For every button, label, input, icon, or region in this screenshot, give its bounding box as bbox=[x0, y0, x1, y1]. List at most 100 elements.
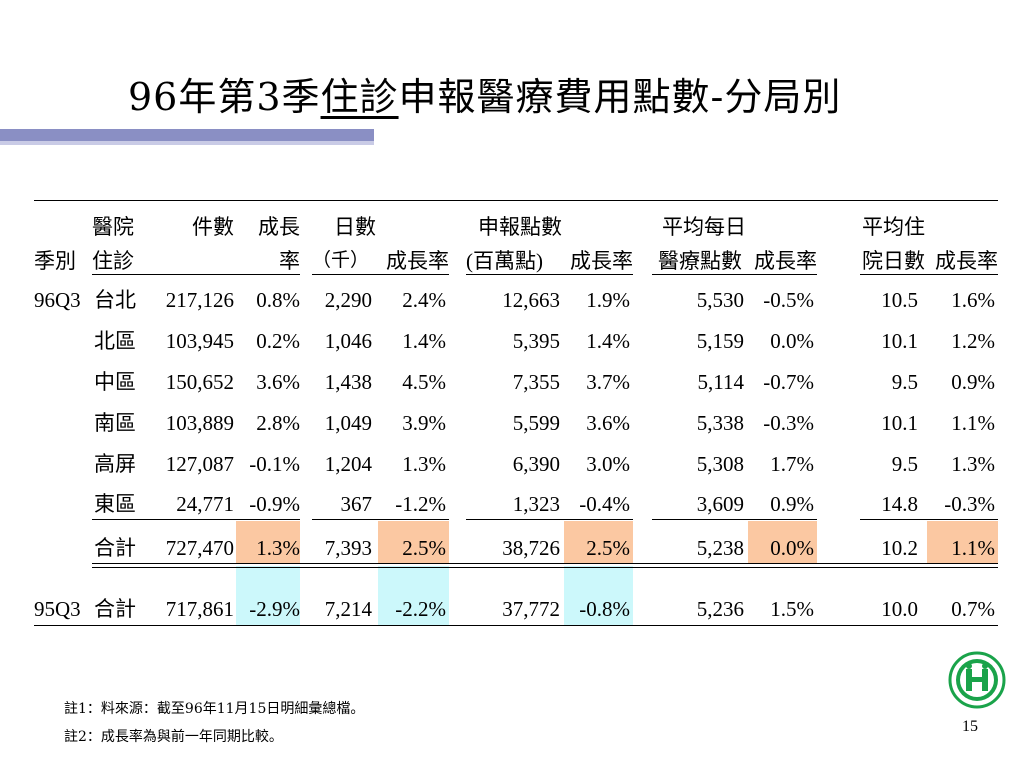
points-growth: 1.4% bbox=[586, 329, 630, 353]
points-value: 6,390 bbox=[512, 452, 560, 476]
stay-value: 10.5 bbox=[881, 288, 918, 312]
cases-value: 717,861 bbox=[165, 597, 234, 621]
title-underlined: 住診 bbox=[320, 75, 399, 119]
points-growth: 3.0% bbox=[586, 452, 630, 476]
avg-value: 5,338 bbox=[696, 411, 744, 435]
cases-growth: 1.3% bbox=[256, 536, 300, 560]
nhi-logo-icon bbox=[948, 651, 1006, 709]
avg-growth: 0.0% bbox=[770, 536, 814, 560]
title-prefix: 96年第3季 bbox=[128, 75, 321, 119]
avg-value: 5,159 bbox=[696, 329, 744, 353]
cases-growth: 0.8% bbox=[256, 288, 300, 312]
total-rule-cases bbox=[92, 519, 300, 520]
header-avg-stay-1: 平均住 bbox=[862, 215, 925, 239]
days-value: 1,438 bbox=[324, 370, 372, 394]
avg-value: 5,236 bbox=[696, 597, 744, 621]
points-growth: 2.5% bbox=[586, 536, 630, 560]
total-double-rule bbox=[92, 563, 998, 568]
cases-value: 103,945 bbox=[165, 329, 234, 353]
table-bottom-rule bbox=[34, 625, 998, 626]
avg-value: 5,530 bbox=[696, 288, 744, 312]
days-growth: 2.5% bbox=[402, 536, 446, 560]
note-2: 註2：成長率為與前一年同期比較。 bbox=[64, 729, 283, 745]
branch-name: 北區 bbox=[94, 329, 136, 353]
branch-name: 合計 bbox=[94, 536, 136, 560]
days-value: 1,204 bbox=[324, 452, 372, 476]
points-growth: -0.8% bbox=[579, 597, 630, 621]
stay-value: 10.2 bbox=[881, 536, 918, 560]
stay-value: 9.5 bbox=[891, 370, 918, 394]
points-growth: 3.7% bbox=[586, 370, 630, 394]
points-value: 12,663 bbox=[502, 288, 560, 312]
cases-value: 727,470 bbox=[165, 536, 234, 560]
stay-growth: 1.1% bbox=[951, 411, 995, 435]
header-avg-daily-growth: 成長率 bbox=[754, 249, 817, 273]
header-avg-daily-2: 醫療點數 bbox=[658, 249, 742, 273]
highlight-points-growth-95 bbox=[564, 566, 633, 625]
days-value: 2,290 bbox=[324, 288, 372, 312]
points-growth: -0.4% bbox=[579, 492, 630, 516]
points-value: 37,772 bbox=[502, 597, 560, 621]
header-hospital-1: 醫院 bbox=[92, 215, 134, 239]
avg-growth: 0.9% bbox=[770, 492, 814, 516]
header-avg-stay-2: 院日數 bbox=[862, 249, 925, 273]
total-rule-avg bbox=[652, 519, 817, 520]
header-underline-points bbox=[466, 274, 633, 275]
highlight-cases-growth-95 bbox=[236, 566, 300, 625]
days-value: 1,049 bbox=[324, 411, 372, 435]
highlight-points-growth-total bbox=[564, 521, 633, 564]
points-value: 5,395 bbox=[512, 329, 560, 353]
highlight-avg-growth-total bbox=[748, 521, 817, 564]
highlight-cases-growth-total bbox=[236, 521, 300, 564]
highlight-stay-growth-total bbox=[927, 521, 998, 564]
page-title: 96年第3季住診申報醫療費用點數-分局別 bbox=[128, 66, 841, 121]
total-rule-points bbox=[466, 519, 633, 520]
stay-growth: -0.3% bbox=[944, 492, 995, 516]
header-points-growth: 成長率 bbox=[570, 249, 633, 273]
points-value: 1,323 bbox=[512, 492, 560, 516]
total-rule-days bbox=[312, 519, 449, 520]
stay-growth: 0.7% bbox=[951, 597, 995, 621]
title-accent-bar bbox=[0, 129, 374, 141]
highlight-days-growth-95 bbox=[378, 566, 449, 625]
avg-value: 5,114 bbox=[697, 370, 744, 394]
avg-value: 3,609 bbox=[696, 492, 744, 516]
points-growth: 1.9% bbox=[586, 288, 630, 312]
header-cases: 件數 bbox=[192, 215, 234, 239]
cases-growth: -0.9% bbox=[249, 492, 300, 516]
points-value: 5,599 bbox=[512, 411, 560, 435]
cases-growth: -2.9% bbox=[249, 597, 300, 621]
stay-growth: 1.3% bbox=[951, 452, 995, 476]
avg-growth: -0.5% bbox=[763, 288, 814, 312]
cases-value: 217,126 bbox=[165, 288, 234, 312]
branch-name: 中區 bbox=[94, 370, 136, 394]
header-days-1: 日數 bbox=[334, 215, 376, 239]
branch-name: 高屏 bbox=[94, 452, 136, 476]
days-growth: -2.2% bbox=[395, 597, 446, 621]
header-avg-stay-growth: 成長率 bbox=[935, 249, 998, 273]
branch-name: 南區 bbox=[94, 411, 136, 435]
stay-value: 10.1 bbox=[881, 411, 918, 435]
cases-value: 150,652 bbox=[165, 370, 234, 394]
stay-value: 14.8 bbox=[881, 492, 918, 516]
cases-growth: 3.6% bbox=[256, 370, 300, 394]
season-95q3: 95Q3 bbox=[34, 597, 81, 621]
avg-growth: 0.0% bbox=[770, 329, 814, 353]
page-number: 15 bbox=[962, 718, 978, 735]
days-growth: 4.5% bbox=[402, 370, 446, 394]
branch-name: 東區 bbox=[94, 492, 136, 516]
header-underline-avg bbox=[652, 274, 817, 275]
stay-growth: 1.6% bbox=[951, 288, 995, 312]
avg-value: 5,308 bbox=[696, 452, 744, 476]
days-value: 1,046 bbox=[324, 329, 372, 353]
cases-growth: 2.8% bbox=[256, 411, 300, 435]
days-growth: 1.3% bbox=[402, 452, 446, 476]
days-value: 7,214 bbox=[324, 597, 372, 621]
stay-value: 9.5 bbox=[891, 452, 918, 476]
avg-growth: -0.3% bbox=[763, 411, 814, 435]
avg-growth: 1.7% bbox=[770, 452, 814, 476]
header-days-growth: 成長率 bbox=[386, 249, 449, 273]
cases-value: 24,771 bbox=[176, 492, 234, 516]
header-season: 季別 bbox=[34, 249, 76, 273]
days-value: 7,393 bbox=[324, 536, 372, 560]
